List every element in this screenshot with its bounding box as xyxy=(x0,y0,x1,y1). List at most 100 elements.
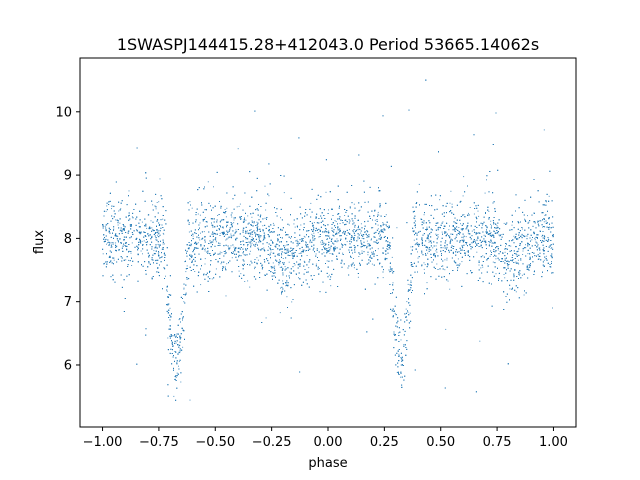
data-point xyxy=(176,372,178,374)
data-point xyxy=(262,239,264,241)
data-point xyxy=(423,214,425,216)
data-point xyxy=(173,395,175,397)
data-point xyxy=(188,222,190,223)
data-point xyxy=(509,288,511,290)
data-point xyxy=(371,263,373,265)
data-point xyxy=(450,190,452,192)
data-point xyxy=(497,249,499,251)
data-point xyxy=(106,223,108,225)
data-point xyxy=(163,233,165,235)
data-point xyxy=(344,243,346,245)
data-point xyxy=(211,278,213,280)
data-point xyxy=(377,241,379,243)
data-point xyxy=(336,238,338,240)
data-point xyxy=(413,239,415,241)
data-point xyxy=(446,257,448,259)
data-point xyxy=(298,277,299,279)
data-point xyxy=(382,222,384,223)
data-point xyxy=(290,237,291,239)
data-point xyxy=(428,239,430,241)
data-point xyxy=(522,250,524,252)
data-point xyxy=(414,218,416,220)
data-point xyxy=(423,262,425,264)
data-point xyxy=(120,208,122,210)
data-point xyxy=(524,218,525,220)
data-point xyxy=(303,260,305,262)
data-point xyxy=(291,301,293,303)
data-point xyxy=(200,284,202,286)
data-point xyxy=(378,214,380,216)
data-point xyxy=(221,252,223,254)
data-point xyxy=(457,258,459,260)
data-point xyxy=(240,273,242,275)
data-point xyxy=(490,223,492,225)
data-point xyxy=(238,270,240,272)
data-point xyxy=(282,280,284,282)
data-point xyxy=(380,231,382,233)
data-point xyxy=(469,207,471,208)
data-point xyxy=(428,241,430,243)
data-point xyxy=(543,259,545,261)
data-point xyxy=(203,231,205,233)
data-point xyxy=(418,183,420,185)
data-point xyxy=(293,223,295,225)
data-point xyxy=(326,238,328,240)
data-point xyxy=(259,236,261,238)
data-point xyxy=(119,230,121,232)
data-point xyxy=(534,237,536,239)
data-point xyxy=(435,250,437,252)
data-point xyxy=(396,372,398,373)
data-point xyxy=(437,234,439,236)
data-point xyxy=(480,245,482,247)
data-point xyxy=(141,240,143,242)
data-point xyxy=(435,233,437,235)
data-point xyxy=(481,224,483,226)
data-point xyxy=(366,240,368,242)
data-point xyxy=(335,221,337,222)
data-point xyxy=(349,229,350,231)
data-point xyxy=(521,233,523,235)
data-point xyxy=(400,339,402,341)
data-point xyxy=(279,266,281,268)
data-point xyxy=(204,250,206,252)
data-point xyxy=(104,262,105,264)
data-point xyxy=(359,263,361,265)
data-point xyxy=(107,242,108,244)
data-point xyxy=(357,238,359,240)
data-point xyxy=(151,227,153,229)
data-point xyxy=(230,245,232,247)
data-point xyxy=(389,271,391,273)
data-point xyxy=(480,267,482,269)
data-point xyxy=(162,218,164,220)
data-point xyxy=(271,231,273,233)
data-point xyxy=(264,217,266,219)
data-point xyxy=(251,220,253,222)
data-point xyxy=(183,288,185,290)
data-point xyxy=(231,216,233,218)
data-point xyxy=(408,302,410,304)
data-point xyxy=(284,262,285,264)
data-point xyxy=(178,365,179,367)
data-point xyxy=(325,248,327,250)
data-point xyxy=(191,259,193,261)
data-point xyxy=(463,214,465,216)
data-point xyxy=(466,251,468,253)
data-point xyxy=(490,232,492,234)
data-point xyxy=(394,312,396,314)
data-point xyxy=(494,223,496,225)
data-point xyxy=(256,221,258,223)
data-point xyxy=(407,283,409,285)
data-point xyxy=(158,251,160,253)
data-point xyxy=(182,346,184,348)
data-point xyxy=(467,232,469,234)
data-point xyxy=(305,250,307,252)
data-point xyxy=(272,272,274,274)
data-point xyxy=(185,271,187,273)
data-point xyxy=(410,280,412,282)
data-point xyxy=(227,237,229,239)
data-point xyxy=(288,224,290,226)
data-point xyxy=(427,252,429,254)
data-point xyxy=(157,253,159,255)
data-point xyxy=(545,255,547,257)
data-point xyxy=(206,251,208,253)
